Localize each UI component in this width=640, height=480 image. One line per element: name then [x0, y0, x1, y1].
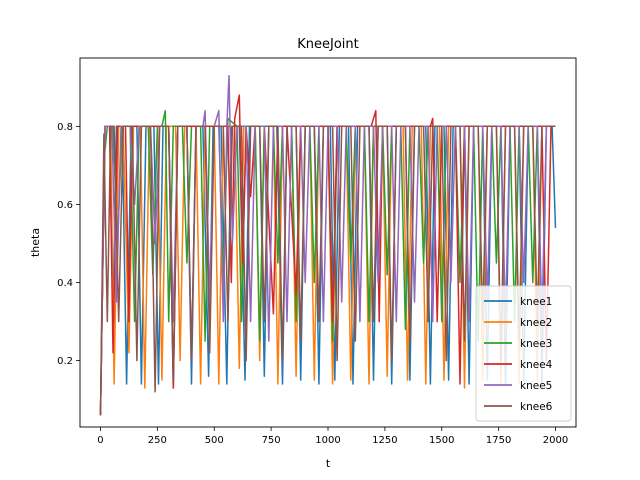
series-line-knee6 [99, 125, 556, 416]
x-tick-label: 1000 [315, 435, 340, 446]
x-tick-label: 1250 [372, 435, 397, 446]
legend-label-knee4: knee4 [520, 359, 553, 371]
legend-box [475, 285, 572, 422]
x-tick-label: 1750 [486, 435, 511, 446]
chart-title: KneeJoint [297, 37, 359, 52]
y-axis: 0.2 0.4 0.6 0.8 [57, 122, 80, 367]
x-tick-label: 1500 [429, 435, 454, 446]
x-axis-label: t [326, 457, 331, 470]
series-layer [99, 74, 557, 416]
y-tick-label: 0.4 [57, 278, 73, 289]
x-axis: 0 250 500 750 1000 1250 1500 1750 2000 [97, 427, 568, 446]
x-tick-label: 250 [148, 435, 167, 446]
x-tick-label: 750 [262, 435, 281, 446]
legend: knee1 knee2 knee3 knee4 knee5 knee6 [475, 285, 572, 422]
y-tick-label: 0.8 [57, 122, 73, 133]
x-tick-label: 500 [205, 435, 224, 446]
x-tick-label: 2000 [543, 435, 568, 446]
y-tick-label: 0.6 [57, 200, 73, 211]
legend-label-knee6: knee6 [520, 401, 553, 413]
y-tick-label: 0.2 [57, 356, 73, 367]
legend-label-knee5: knee5 [520, 380, 552, 392]
y-axis-label: theta [29, 228, 42, 257]
legend-label-knee3: knee3 [520, 338, 552, 350]
x-tick-label: 0 [97, 435, 103, 446]
legend-label-knee1: knee1 [520, 296, 552, 308]
legend-label-knee2: knee2 [520, 317, 552, 329]
